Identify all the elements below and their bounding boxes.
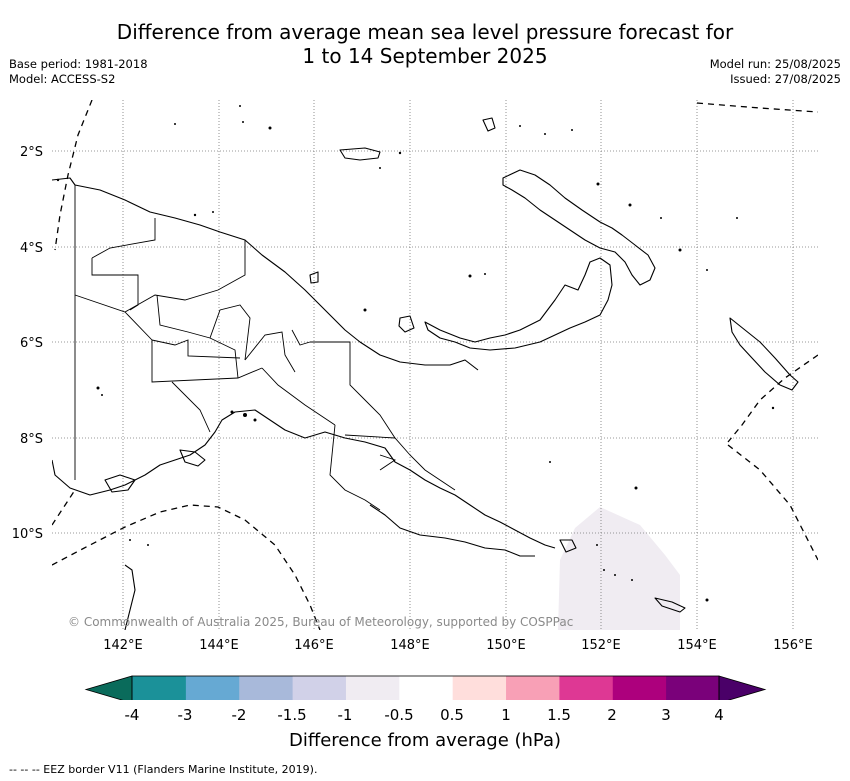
- colorbar-segment: [665, 676, 720, 700]
- lon-label-154e: 154°E: [677, 638, 717, 653]
- map-canvas: © Commonwealth of Australia 2025, Bureau…: [12, 100, 818, 700]
- colorbar-label: 0.5: [440, 706, 464, 724]
- meta-left: Base period: 1981-2018 Model: ACCESS-S2: [9, 57, 148, 87]
- title-line-2: 1 to 14 September 2025: [302, 44, 548, 68]
- eez-border-south-west: [52, 504, 321, 630]
- latitude-labels: 2°S 4°S 6°S 8°S 10°S: [12, 145, 43, 542]
- province-borders: [74, 185, 456, 511]
- lat-label-4s: 4°S: [20, 241, 43, 256]
- huon-peninsula-coast: [424, 257, 613, 351]
- colorbar-label: -1: [337, 706, 353, 724]
- longitude-labels: 142°E 144°E 146°E 148°E 150°E 152°E 154°…: [103, 638, 813, 653]
- colorbar-title: Difference from average (hPa): [288, 730, 562, 751]
- colorbar-segment: [505, 676, 560, 700]
- model-run: Model run: 25/08/2025: [709, 57, 841, 71]
- bougainville-coast: [729, 317, 799, 391]
- eez-footnote: -- -- -- EEZ border V11 (Flanders Marine…: [9, 763, 318, 776]
- colorbar-label: -2: [231, 706, 247, 724]
- colorbar-label: 2: [607, 706, 617, 724]
- colorbar-segment: [398, 676, 453, 700]
- lon-label-156e: 156°E: [773, 638, 813, 653]
- colorbar-label: 3: [661, 706, 671, 724]
- meta-right: Model run: 25/08/2025 Issued: 27/08/2025: [710, 57, 841, 87]
- cape-york-tip: [124, 564, 136, 630]
- eez-border-north-east: [696, 102, 818, 113]
- copyright-note: © Commonwealth of Australia 2025, Bureau…: [68, 615, 573, 629]
- pressure-anomaly-region: [558, 507, 680, 630]
- eez-borders: [52, 100, 818, 630]
- model-name: Model: ACCESS-S2: [9, 72, 116, 86]
- lon-label-148e: 148°E: [390, 638, 430, 653]
- colorbar-label: -3: [177, 706, 193, 724]
- rossel-island: [654, 597, 686, 613]
- lat-label-10s: 10°S: [12, 527, 43, 542]
- colorbar-segment: [452, 676, 507, 700]
- colorbar-frame: [131, 675, 720, 700]
- colorbar-segment: [185, 676, 240, 700]
- new-guinea-north-coast: [52, 177, 479, 371]
- lat-label-8s: 8°S: [20, 432, 43, 447]
- coastlines: [52, 117, 799, 630]
- colorbar-segment: [612, 676, 667, 700]
- lat-label-2s: 2°S: [20, 145, 43, 160]
- colorbar-segment: [345, 676, 400, 700]
- eez-border-north-west: [54, 100, 93, 251]
- colorbar-segment: [292, 676, 346, 700]
- southeast-tip-coast: [369, 504, 535, 557]
- colorbar-under-arrow: [84, 675, 133, 700]
- torres-strait-islands: [179, 449, 206, 467]
- new-britain-coast: [502, 169, 656, 286]
- title-line-1: Difference from average mean sea level p…: [116, 20, 734, 44]
- eez-border-east: [727, 354, 818, 443]
- kolepom-island: [104, 474, 136, 493]
- colorbar-segment: [132, 676, 186, 700]
- colorbar-label: -0.5: [384, 706, 414, 724]
- colorbar-label: -1.5: [277, 706, 307, 724]
- colorbar-segment: [238, 676, 293, 700]
- lon-label-144e: 144°E: [199, 638, 239, 653]
- colorbar-over-arrow: [718, 675, 767, 700]
- colorbar-label: 4: [714, 706, 724, 724]
- colorbar-label: 1: [501, 706, 511, 724]
- new-ireland-island: [339, 147, 381, 161]
- fergusson-island: [559, 539, 577, 553]
- lon-label-150e: 150°E: [486, 638, 526, 653]
- gridlines: [52, 100, 818, 630]
- issued-date: Issued: 27/08/2025: [730, 72, 841, 86]
- lon-label-152e: 152°E: [581, 638, 621, 653]
- lon-label-142e: 142°E: [103, 638, 143, 653]
- map-title: Difference from average mean sea level p…: [0, 20, 850, 68]
- manus-island: [482, 117, 496, 132]
- umboi-island: [398, 315, 415, 333]
- eez-border-west-gap: [52, 489, 76, 526]
- colorbar-segment: [558, 676, 613, 700]
- colorbar-label: 1.5: [547, 706, 571, 724]
- eez-border-south-east: [727, 444, 818, 561]
- colorbar-label: -4: [124, 706, 140, 724]
- karkar-island: [309, 271, 319, 284]
- lon-label-146e: 146°E: [294, 638, 334, 653]
- base-period: Base period: 1981-2018: [9, 57, 148, 71]
- map-content: © Commonwealth of Australia 2025, Bureau…: [52, 100, 818, 630]
- small-islands: [56, 105, 775, 602]
- south-coast-papuan-gulf: [52, 409, 556, 549]
- lat-label-6s: 6°S: [20, 336, 43, 351]
- colorbar: [84, 675, 767, 700]
